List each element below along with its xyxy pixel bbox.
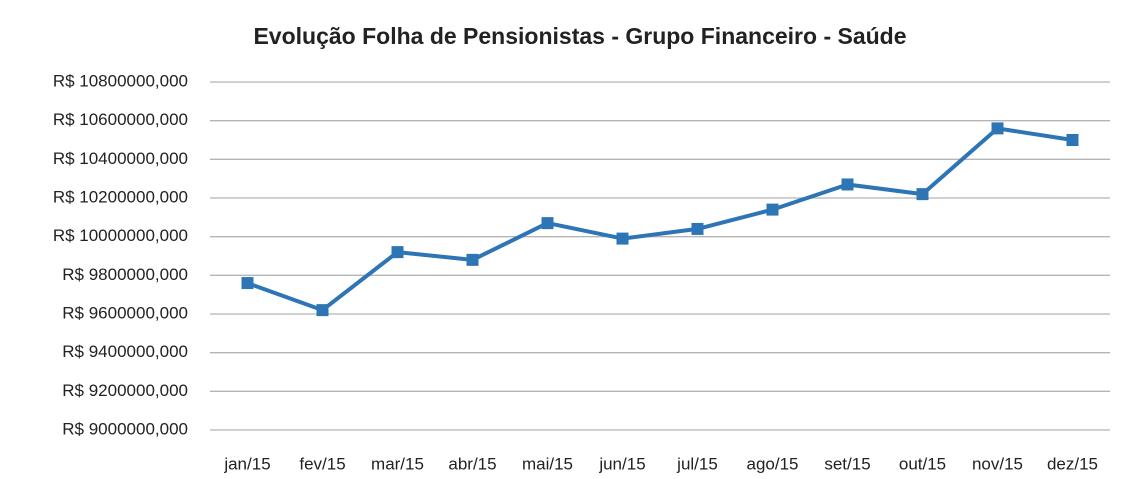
chart-title: Evolução Folha de Pensionistas - Grupo F… xyxy=(253,23,906,49)
data-point xyxy=(466,253,479,266)
x-tick-label: mar/15 xyxy=(371,454,424,473)
data-point xyxy=(241,277,254,290)
data-point xyxy=(991,122,1004,135)
y-tick-label: R$ 9800000,000 xyxy=(62,265,188,284)
x-tick-label: mai/15 xyxy=(522,454,573,473)
data-point xyxy=(841,178,854,191)
x-tick-label: nov/15 xyxy=(972,454,1023,473)
data-point xyxy=(916,188,929,201)
y-tick-label: R$ 9400000,000 xyxy=(62,342,188,361)
data-point xyxy=(691,222,704,235)
x-tick-label: dez/15 xyxy=(1047,454,1098,473)
x-tick-label: fev/15 xyxy=(299,454,345,473)
x-tick-label: set/15 xyxy=(824,454,870,473)
y-tick-label: R$ 9200000,000 xyxy=(62,381,188,400)
data-point xyxy=(766,203,779,216)
x-tick-label: jul/15 xyxy=(676,454,718,473)
x-tick-label: out/15 xyxy=(899,454,946,473)
y-tick-label: R$ 10400000,000 xyxy=(53,149,188,168)
data-point xyxy=(1066,134,1079,146)
y-tick-label: R$ 10800000,000 xyxy=(53,71,188,90)
data-point xyxy=(391,246,404,259)
x-tick-label: abr/15 xyxy=(448,454,496,473)
data-point xyxy=(616,232,629,245)
data-point xyxy=(541,217,554,230)
y-tick-label: R$ 9000000,000 xyxy=(62,419,188,438)
series-line xyxy=(246,126,1073,313)
y-tick-label: R$ 9600000,000 xyxy=(62,303,188,322)
y-tick-label: R$ 10200000,000 xyxy=(53,187,188,206)
y-tick-label: R$ 10600000,000 xyxy=(53,110,188,129)
x-tick-label: jun/15 xyxy=(598,454,645,473)
x-tick-label: jan/15 xyxy=(223,454,270,473)
y-tick-label: R$ 10000000,000 xyxy=(53,226,188,245)
data-point xyxy=(316,304,329,317)
x-tick-label: ago/15 xyxy=(747,454,799,473)
